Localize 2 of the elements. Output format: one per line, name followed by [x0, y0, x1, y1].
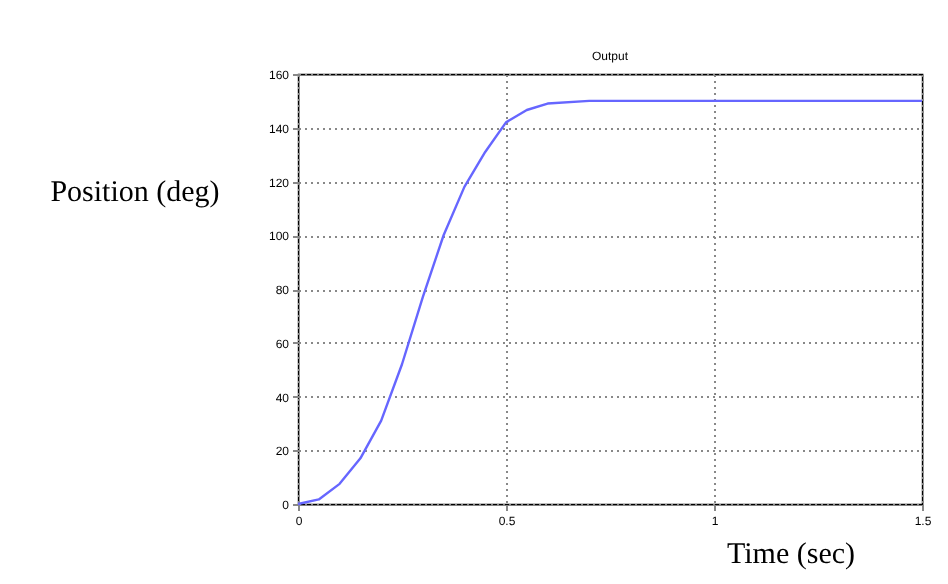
x-axis-title: Time (sec): [726, 539, 856, 571]
y-axis-title: Position (deg): [50, 177, 220, 209]
